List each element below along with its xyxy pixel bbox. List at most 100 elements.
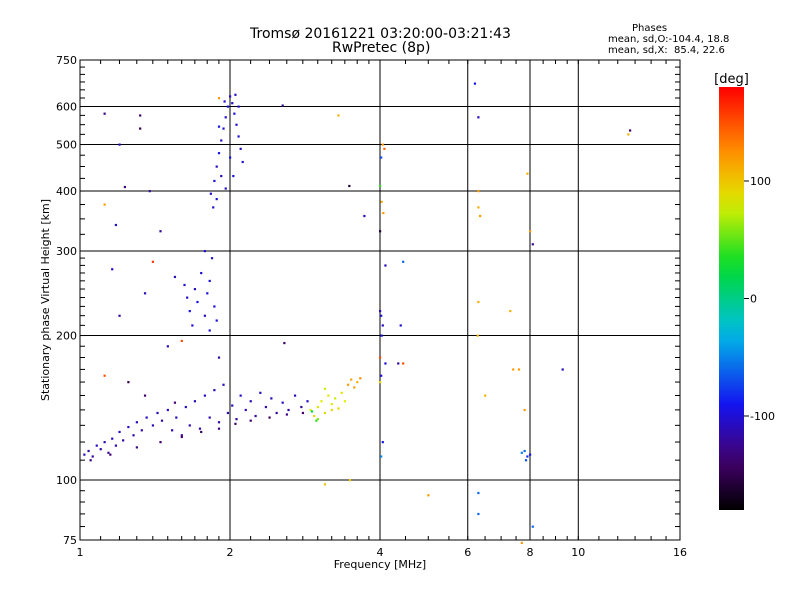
data-point — [477, 491, 480, 495]
data-point — [380, 200, 383, 203]
data-point — [229, 156, 232, 159]
data-point — [217, 356, 221, 359]
data-point — [217, 152, 221, 155]
data-point — [237, 105, 240, 108]
x-tick-label: 2 — [227, 546, 234, 559]
data-point — [229, 95, 232, 98]
data-point — [476, 334, 479, 337]
data-point — [173, 275, 177, 279]
data-point — [380, 455, 383, 458]
x-tick-label: 16 — [673, 546, 687, 559]
data-point — [244, 408, 247, 412]
data-point — [114, 223, 118, 227]
data-point — [379, 381, 382, 384]
data-point — [175, 416, 178, 419]
data-point — [213, 179, 216, 183]
data-point — [259, 391, 262, 394]
data-point — [210, 257, 214, 260]
phases-o-stats: mean, sd,O:-104.4, 18.8 — [608, 34, 730, 45]
data-point — [380, 334, 383, 337]
data-point — [520, 541, 523, 544]
data-point — [103, 374, 106, 377]
chart-subtitle: RwPretec (8p) — [332, 40, 431, 56]
data-point — [127, 381, 130, 384]
data-point — [127, 425, 130, 429]
data-point — [281, 401, 284, 404]
data-point — [132, 434, 135, 437]
data-point — [184, 405, 187, 409]
data-point — [254, 414, 257, 418]
data-point — [209, 192, 212, 195]
colorbar-tick-label: -100 — [750, 410, 775, 423]
chart-title: Tromsø 20161221 03:20:00-03:21:43 — [250, 26, 511, 42]
data-point — [529, 453, 532, 456]
data-point — [239, 394, 242, 397]
data-point — [526, 455, 529, 458]
data-point — [203, 314, 206, 317]
data-point — [91, 455, 94, 458]
data-point — [191, 324, 194, 327]
colorbar-tick-label: 0 — [750, 293, 757, 306]
data-point — [381, 143, 384, 146]
data-point — [111, 268, 114, 271]
colorbar-unit-label: [deg] — [714, 72, 749, 87]
data-point — [523, 408, 526, 412]
data-point — [380, 314, 383, 317]
data-point — [477, 512, 480, 516]
data-point — [330, 403, 333, 406]
data-point — [323, 483, 327, 486]
data-point — [200, 271, 203, 275]
data-point — [111, 437, 114, 440]
data-point — [306, 400, 309, 403]
data-point — [287, 408, 290, 412]
data-point — [87, 449, 90, 453]
data-point — [356, 381, 359, 384]
data-point — [477, 206, 480, 209]
data-point — [222, 127, 225, 130]
data-point — [315, 419, 318, 422]
data-point — [427, 494, 430, 497]
data-point — [353, 386, 356, 389]
data-point — [103, 112, 106, 115]
data-point — [300, 405, 303, 409]
data-point — [217, 427, 221, 430]
data-point — [180, 339, 183, 343]
x-tick-label: 1 — [77, 546, 84, 559]
data-point — [140, 429, 143, 432]
data-point — [193, 400, 197, 403]
data-point — [275, 411, 278, 415]
data-point — [348, 479, 352, 482]
data-point — [166, 345, 169, 348]
data-point — [171, 429, 174, 432]
data-point — [193, 288, 197, 291]
data-point — [382, 212, 385, 215]
data-point — [381, 441, 384, 444]
data-point — [359, 377, 362, 380]
data-point — [223, 100, 226, 103]
data-point — [220, 174, 223, 178]
data-point — [166, 408, 169, 412]
data-point — [268, 416, 271, 419]
y-tick-label: 200 — [56, 330, 77, 343]
y-tick-label: 100 — [56, 474, 77, 487]
data-point — [198, 427, 202, 430]
data-point — [148, 190, 151, 193]
data-point — [346, 383, 350, 386]
data-point — [239, 147, 242, 150]
data-point — [323, 387, 327, 390]
data-point — [249, 419, 252, 422]
data-point — [123, 185, 126, 189]
data-point — [241, 160, 244, 164]
x-axis-label: Frequency [MHz] — [334, 558, 426, 571]
data-point — [215, 198, 218, 201]
colorbar-tick-label: 100 — [750, 175, 771, 188]
data-point — [473, 82, 477, 85]
data-point — [479, 214, 482, 218]
data-point — [350, 378, 353, 381]
data-point — [235, 123, 238, 126]
data-point — [180, 435, 183, 439]
x-tick-label: 8 — [527, 546, 534, 559]
data-point — [281, 104, 284, 107]
